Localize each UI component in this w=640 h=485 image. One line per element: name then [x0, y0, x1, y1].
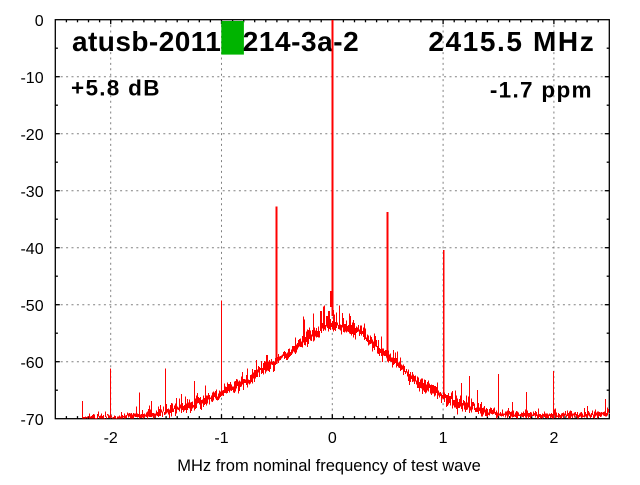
svg-text:2415.5 MHz: 2415.5 MHz [428, 26, 595, 57]
svg-text:-20: -20 [20, 127, 43, 144]
svg-text:-60: -60 [20, 355, 43, 372]
svg-text:atusb-2011: atusb-2011 [72, 26, 221, 57]
svg-text:214-3a-2: 214-3a-2 [243, 26, 359, 57]
svg-text:+5.8 dB: +5.8 dB [71, 76, 161, 101]
svg-text:-2: -2 [104, 430, 118, 447]
svg-text:-40: -40 [20, 241, 43, 258]
svg-text:-10: -10 [20, 70, 43, 87]
svg-text:1: 1 [439, 430, 448, 447]
svg-text:0: 0 [328, 430, 337, 447]
svg-text:-30: -30 [20, 184, 43, 201]
svg-text:-70: -70 [20, 412, 43, 429]
svg-text:0: 0 [35, 13, 44, 30]
svg-text:-1.7 ppm: -1.7 ppm [490, 78, 593, 103]
svg-text:-1: -1 [214, 430, 228, 447]
svg-text:2: 2 [549, 430, 558, 447]
svg-text:MHz from nominal frequency of: MHz from nominal frequency of test wave [177, 457, 481, 475]
svg-text:-50: -50 [20, 298, 43, 315]
